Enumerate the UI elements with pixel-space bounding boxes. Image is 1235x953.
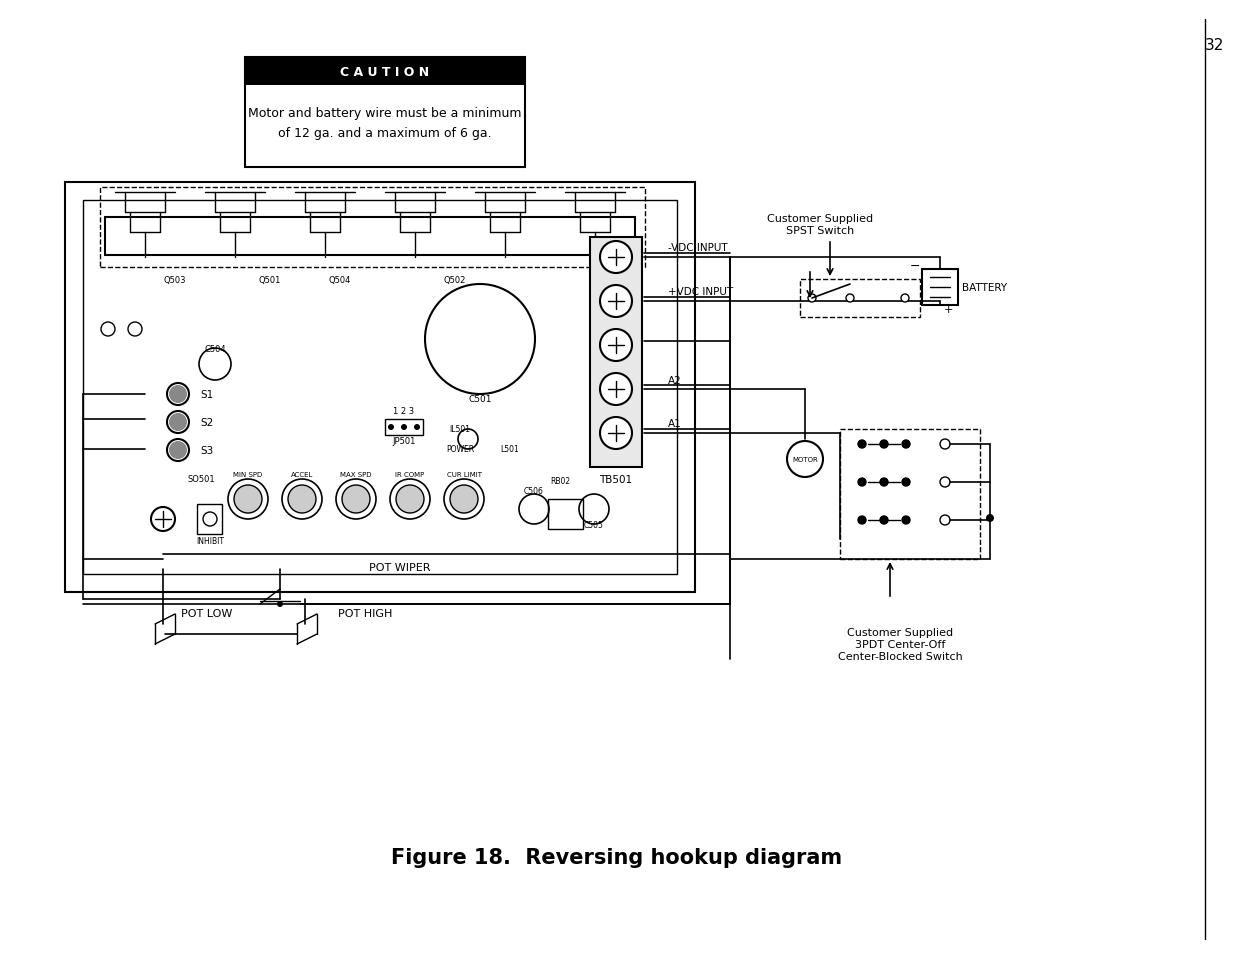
Circle shape [396,485,424,514]
Circle shape [288,485,316,514]
Bar [590,237,642,468]
Circle shape [169,414,186,432]
Text: S1: S1 [200,390,214,399]
Text: SO501: SO501 [186,475,215,484]
Text: POT LOW: POT LOW [182,608,232,618]
Text: IR COMP: IR COMP [395,472,425,477]
Bar [800,280,920,317]
Text: Customer Supplied
SPST Switch: Customer Supplied SPST Switch [767,214,873,235]
Circle shape [203,513,217,526]
Bar [923,270,958,306]
Text: +: + [944,305,952,314]
Text: TB501: TB501 [599,475,632,484]
Text: POT WIPER: POT WIPER [369,562,431,573]
Circle shape [388,424,394,431]
Circle shape [600,242,632,274]
Text: 1 2 3: 1 2 3 [394,407,415,416]
Text: MAX SPD: MAX SPD [341,472,372,477]
Circle shape [233,485,262,514]
Circle shape [414,424,420,431]
Text: IL501: IL501 [450,425,471,434]
Circle shape [858,478,866,486]
Circle shape [858,440,866,449]
Circle shape [902,294,909,303]
Text: BATTERY: BATTERY [962,283,1007,293]
Text: S2: S2 [200,417,214,428]
Circle shape [277,601,283,607]
Circle shape [986,515,994,522]
Text: CUR LIMIT: CUR LIMIT [447,472,482,477]
Text: 32: 32 [1205,37,1225,52]
Circle shape [902,517,910,524]
Circle shape [450,485,478,514]
Text: C505: C505 [584,520,604,529]
Text: S3: S3 [200,446,214,456]
Bar [100,188,645,268]
Bar [840,430,981,559]
Text: C501: C501 [468,395,492,404]
Text: RB02: RB02 [550,477,571,486]
Text: Motor and battery wire must be a minimum: Motor and battery wire must be a minimum [248,107,521,119]
Circle shape [600,374,632,406]
Text: +VDC INPUT: +VDC INPUT [668,287,734,296]
Circle shape [600,286,632,317]
Text: POT HIGH: POT HIGH [338,608,393,618]
Text: MIN SPD: MIN SPD [233,472,263,477]
Text: Q503: Q503 [164,275,186,284]
Text: -VDC INPUT: -VDC INPUT [668,243,727,253]
Text: Figure 18.  Reversing hookup diagram: Figure 18. Reversing hookup diagram [391,847,842,867]
Circle shape [808,294,816,303]
Text: INHIBIT: INHIBIT [196,537,224,546]
Circle shape [902,440,910,449]
Bar [385,419,424,436]
Text: C A U T I O N: C A U T I O N [341,66,430,78]
Circle shape [881,478,888,486]
Text: A1: A1 [668,418,682,429]
Text: Q502: Q502 [443,275,466,284]
Text: C506: C506 [524,487,543,496]
Text: A2: A2 [668,375,682,386]
Circle shape [169,441,186,459]
Text: JP501: JP501 [393,437,416,446]
Text: of 12 ga. and a maximum of 6 ga.: of 12 ga. and a maximum of 6 ga. [278,127,492,139]
Circle shape [881,517,888,524]
Bar [65,183,695,593]
Circle shape [169,386,186,403]
Circle shape [600,417,632,450]
Text: Customer Supplied
3PDT Center-Off
Center-Blocked Switch: Customer Supplied 3PDT Center-Off Center… [837,628,962,661]
Text: C504: C504 [204,345,226,355]
Circle shape [846,294,853,303]
Circle shape [858,517,866,524]
Bar [245,58,525,168]
Circle shape [401,424,408,431]
Circle shape [902,478,910,486]
Text: MOTOR: MOTOR [792,456,818,462]
Circle shape [881,440,888,449]
Text: Q504: Q504 [329,275,351,284]
Circle shape [342,485,370,514]
Text: Q501: Q501 [259,275,282,284]
Bar [245,58,525,86]
Text: −: − [910,259,920,273]
Text: L501: L501 [500,445,520,454]
Bar [198,504,222,535]
Text: ACCEL: ACCEL [290,472,314,477]
Bar [83,201,677,575]
Circle shape [600,330,632,361]
Text: POWER: POWER [446,445,474,454]
Bar [548,499,583,530]
